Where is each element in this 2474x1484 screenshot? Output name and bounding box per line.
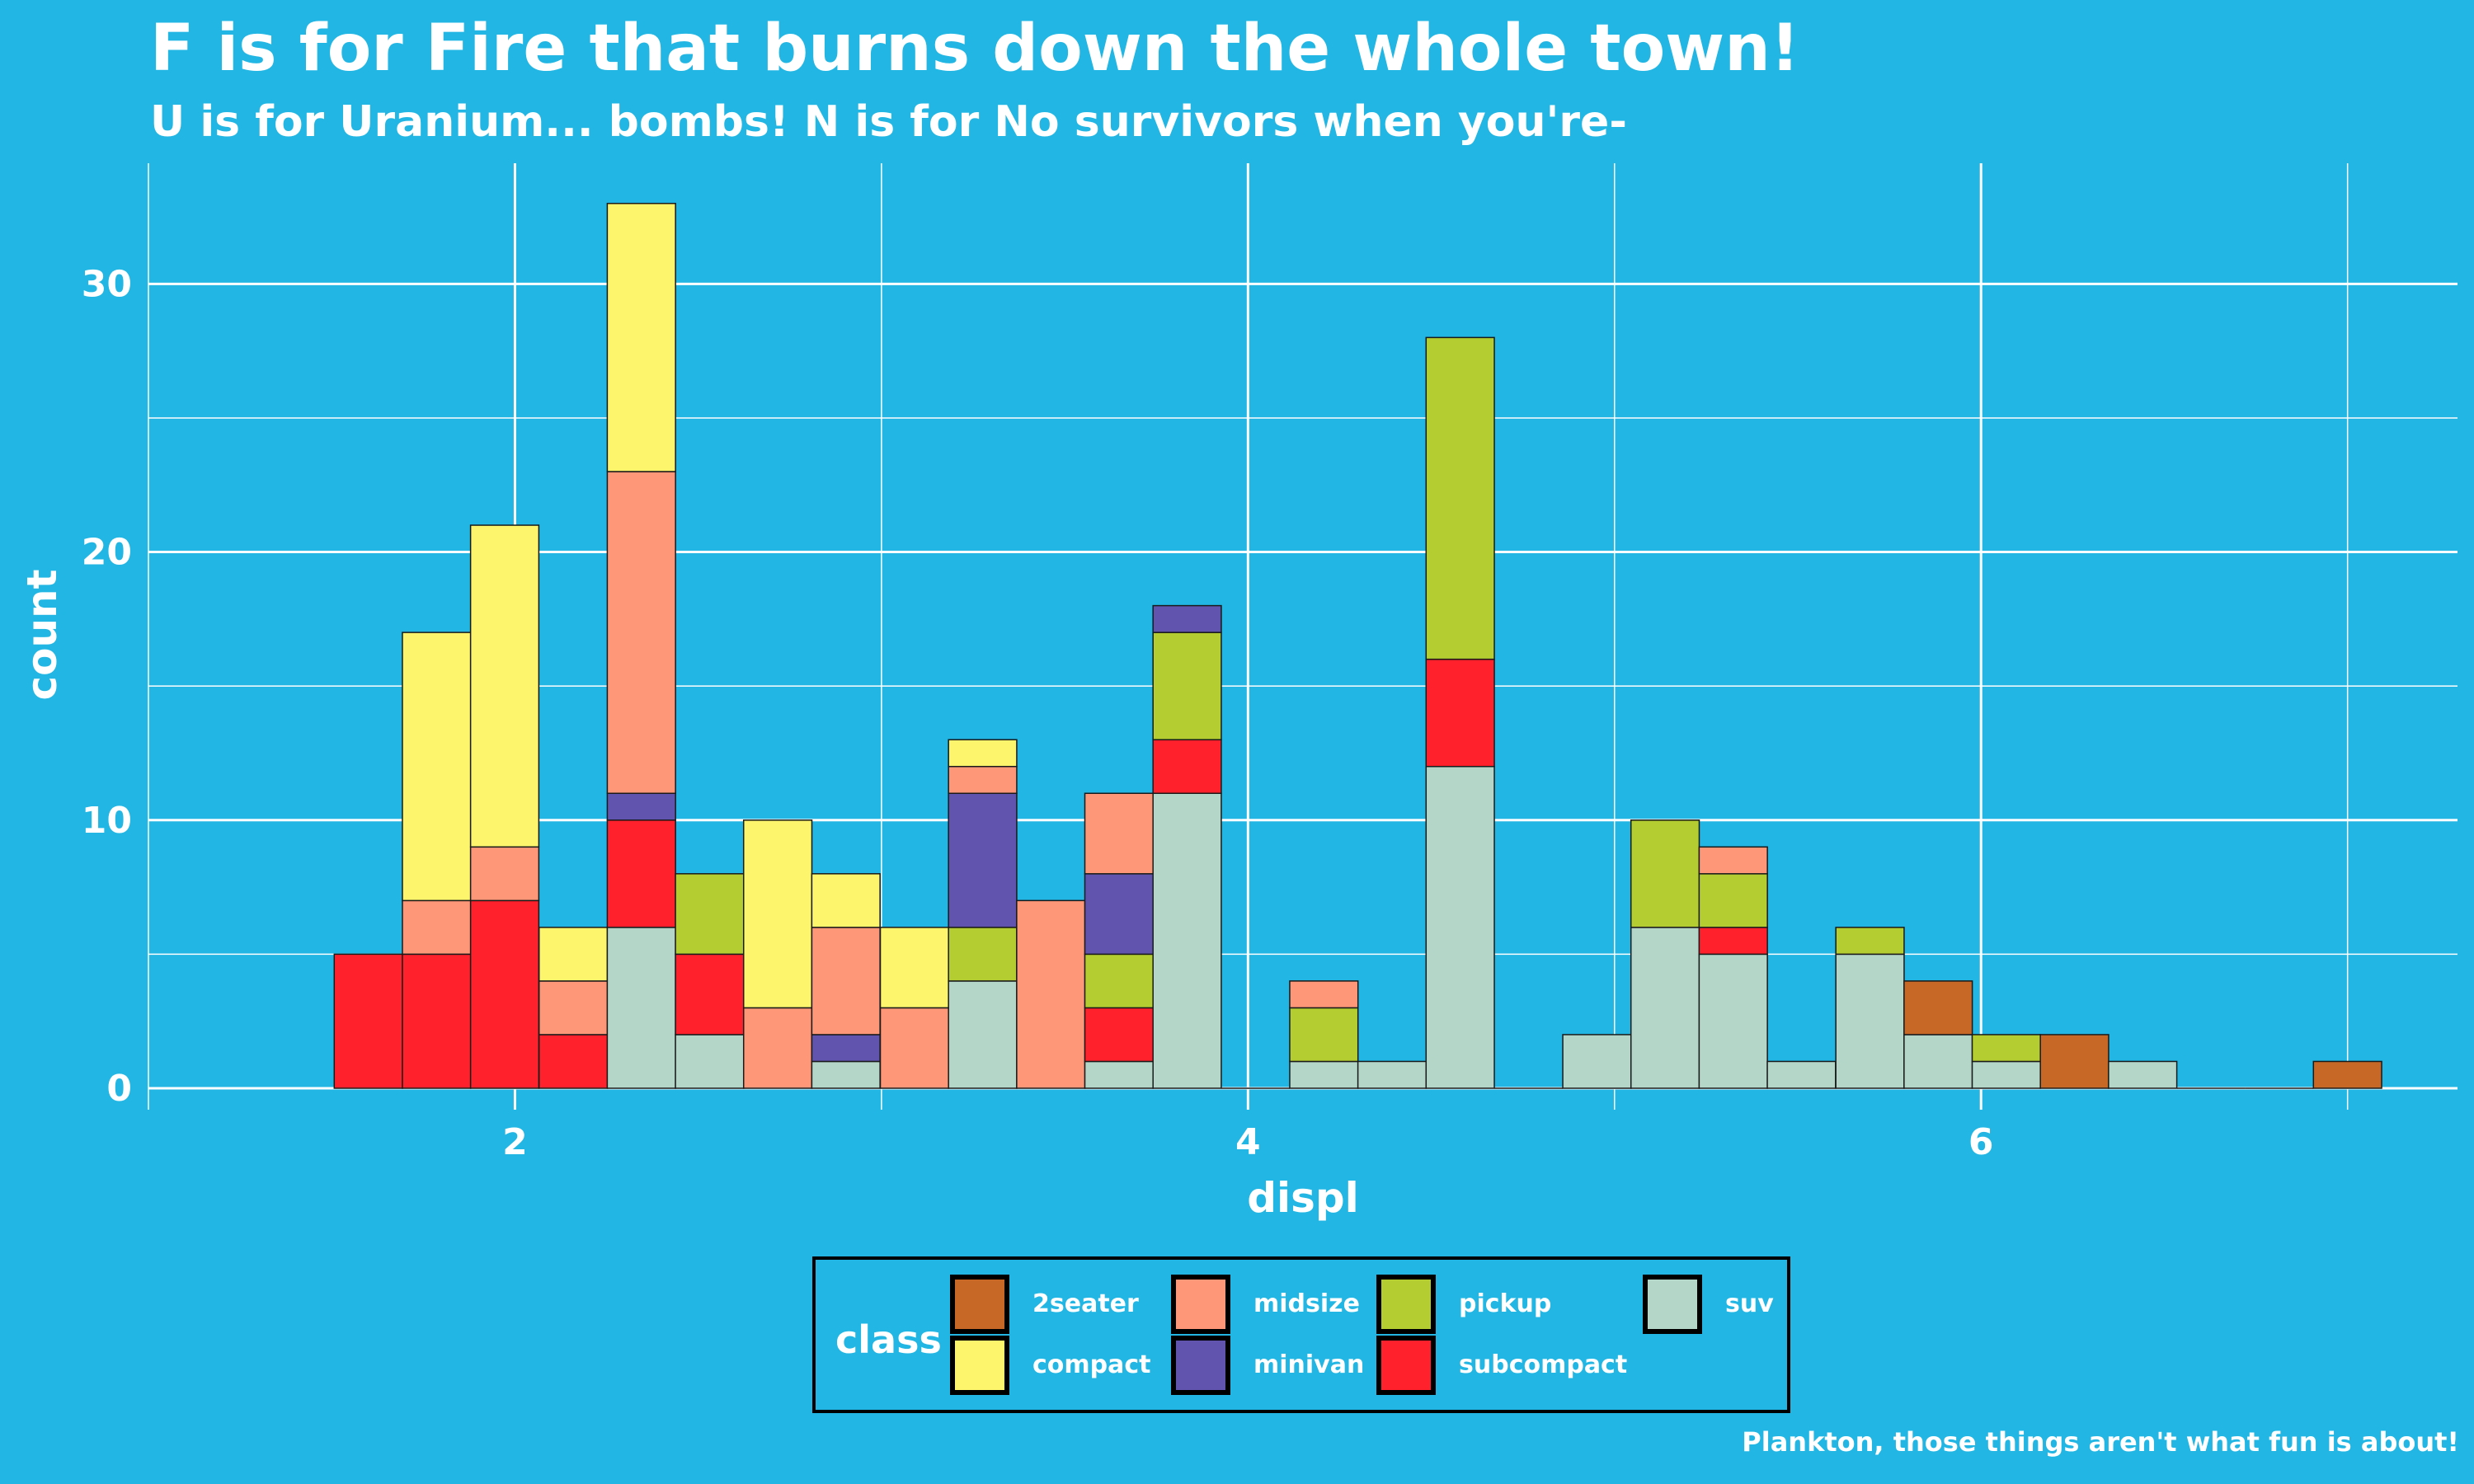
bar-suv <box>1835 953 1905 1089</box>
bar-minivan <box>811 1034 881 1063</box>
bar-2seater <box>2039 1034 2109 1089</box>
bar-compact <box>469 524 540 848</box>
x-tick-label: 6 <box>1968 1121 1994 1163</box>
bar-midsize <box>879 1007 950 1089</box>
y-tick-label: 30 <box>82 263 132 305</box>
bar-midsize <box>402 899 472 956</box>
x-axis-ticks: 2 4 6 <box>502 1121 1993 1163</box>
bar-subcompact <box>1698 927 1768 956</box>
legend-key-subcompact <box>1376 1336 1436 1395</box>
bar-pickup <box>1835 927 1905 956</box>
bar-subcompact <box>402 953 472 1089</box>
bar-subcompact <box>469 899 540 1089</box>
bar-minivan <box>948 792 1018 928</box>
bar-pickup <box>1971 1034 2042 1063</box>
y-tick-label: 0 <box>106 1068 132 1110</box>
legend-label: subcompact <box>1459 1350 1628 1379</box>
bar-subcompact <box>1084 1007 1155 1063</box>
legend-label: suv <box>1725 1289 1774 1318</box>
bar-compact <box>538 927 609 982</box>
bar-pickup <box>1630 819 1700 928</box>
bar-subcompact <box>538 1034 609 1089</box>
chart-subtitle: U is for Uranium... bombs! N is for No s… <box>150 97 1627 147</box>
legend-label: midsize <box>1253 1289 1360 1318</box>
bar-suv <box>1630 927 1700 1089</box>
legend-label: minivan <box>1253 1350 1365 1379</box>
bar-midsize <box>948 765 1018 794</box>
bar-pickup <box>1698 873 1768 928</box>
bars <box>333 203 2382 1089</box>
legend-key-compact <box>950 1336 1009 1395</box>
bar-subcompact <box>1152 739 1222 794</box>
bar-pickup <box>675 873 745 956</box>
legend-title: class <box>835 1317 942 1362</box>
bar-subcompact <box>606 819 676 928</box>
bar-midsize <box>1016 899 1086 1089</box>
bar-subcompact <box>1425 658 1495 768</box>
bar-suv <box>1357 1060 1427 1089</box>
y-tick-label: 20 <box>82 532 132 574</box>
x-axis-label: displ <box>1247 1174 1359 1222</box>
bar-pickup <box>1084 953 1155 1009</box>
bar-suv <box>1698 953 1768 1089</box>
bar-midsize <box>469 846 540 902</box>
bar-midsize <box>606 471 676 794</box>
bar-suv <box>606 927 676 1089</box>
x-tick-label: 4 <box>1235 1121 1261 1163</box>
bar-pickup <box>1425 336 1495 660</box>
bar-midsize <box>1084 792 1155 875</box>
bar-pickup <box>1289 1007 1359 1063</box>
legend-key-pickup <box>1376 1275 1436 1334</box>
bar-suv <box>811 1060 881 1089</box>
y-tick-label: 10 <box>82 800 132 842</box>
bar-compact <box>742 819 813 1009</box>
bar-pickup <box>948 927 1018 982</box>
bar-suv <box>1971 1060 2042 1089</box>
bar-compact <box>879 927 950 1009</box>
bar-subcompact <box>333 953 403 1089</box>
chart-caption: Plankton, those things aren't what fun i… <box>1742 1426 2459 1458</box>
bar-midsize <box>811 927 881 1036</box>
bar-minivan <box>1084 873 1155 956</box>
bar-midsize <box>1698 846 1768 875</box>
bar-minivan <box>1152 604 1222 633</box>
y-axis-ticks: 0 10 20 30 <box>82 263 132 1110</box>
bar-minivan <box>606 792 676 821</box>
legend-label: pickup <box>1459 1289 1552 1318</box>
legend-label: compact <box>1032 1350 1151 1379</box>
bar-suv <box>1562 1034 1632 1089</box>
bar-2seater <box>2312 1060 2382 1089</box>
legend-label: 2seater <box>1032 1289 1139 1318</box>
bar-suv <box>675 1034 745 1089</box>
bar-2seater <box>1903 980 1973 1036</box>
legend-key-minivan <box>1171 1336 1230 1395</box>
bar-compact <box>402 632 472 902</box>
legend-key-suv <box>1643 1275 1702 1334</box>
bar-midsize <box>538 980 609 1036</box>
y-axis-label: count <box>18 569 66 700</box>
bar-compact <box>606 203 676 472</box>
bar-suv <box>1903 1034 1973 1089</box>
bar-suv <box>2108 1060 2178 1089</box>
bar-suv <box>1425 765 1495 1089</box>
x-tick-label: 2 <box>502 1121 528 1163</box>
legend-key-2seater <box>950 1275 1009 1334</box>
bar-compact <box>811 873 881 928</box>
bar-suv <box>1152 792 1222 1089</box>
legend: class 2seater compact midsize minivan pi… <box>812 1256 1790 1413</box>
bar-pickup <box>1152 632 1222 740</box>
bar-suv <box>948 980 1018 1089</box>
bar-midsize <box>742 1007 813 1089</box>
chart-title: F is for Fire that burns down the whole … <box>150 12 1800 86</box>
bar-suv <box>1084 1060 1155 1089</box>
legend-key-midsize <box>1171 1275 1230 1334</box>
bar-midsize <box>1289 980 1359 1009</box>
bar-suv <box>1289 1060 1359 1089</box>
bar-suv <box>1766 1060 1837 1089</box>
bar-compact <box>948 739 1018 768</box>
bar-subcompact <box>675 953 745 1036</box>
